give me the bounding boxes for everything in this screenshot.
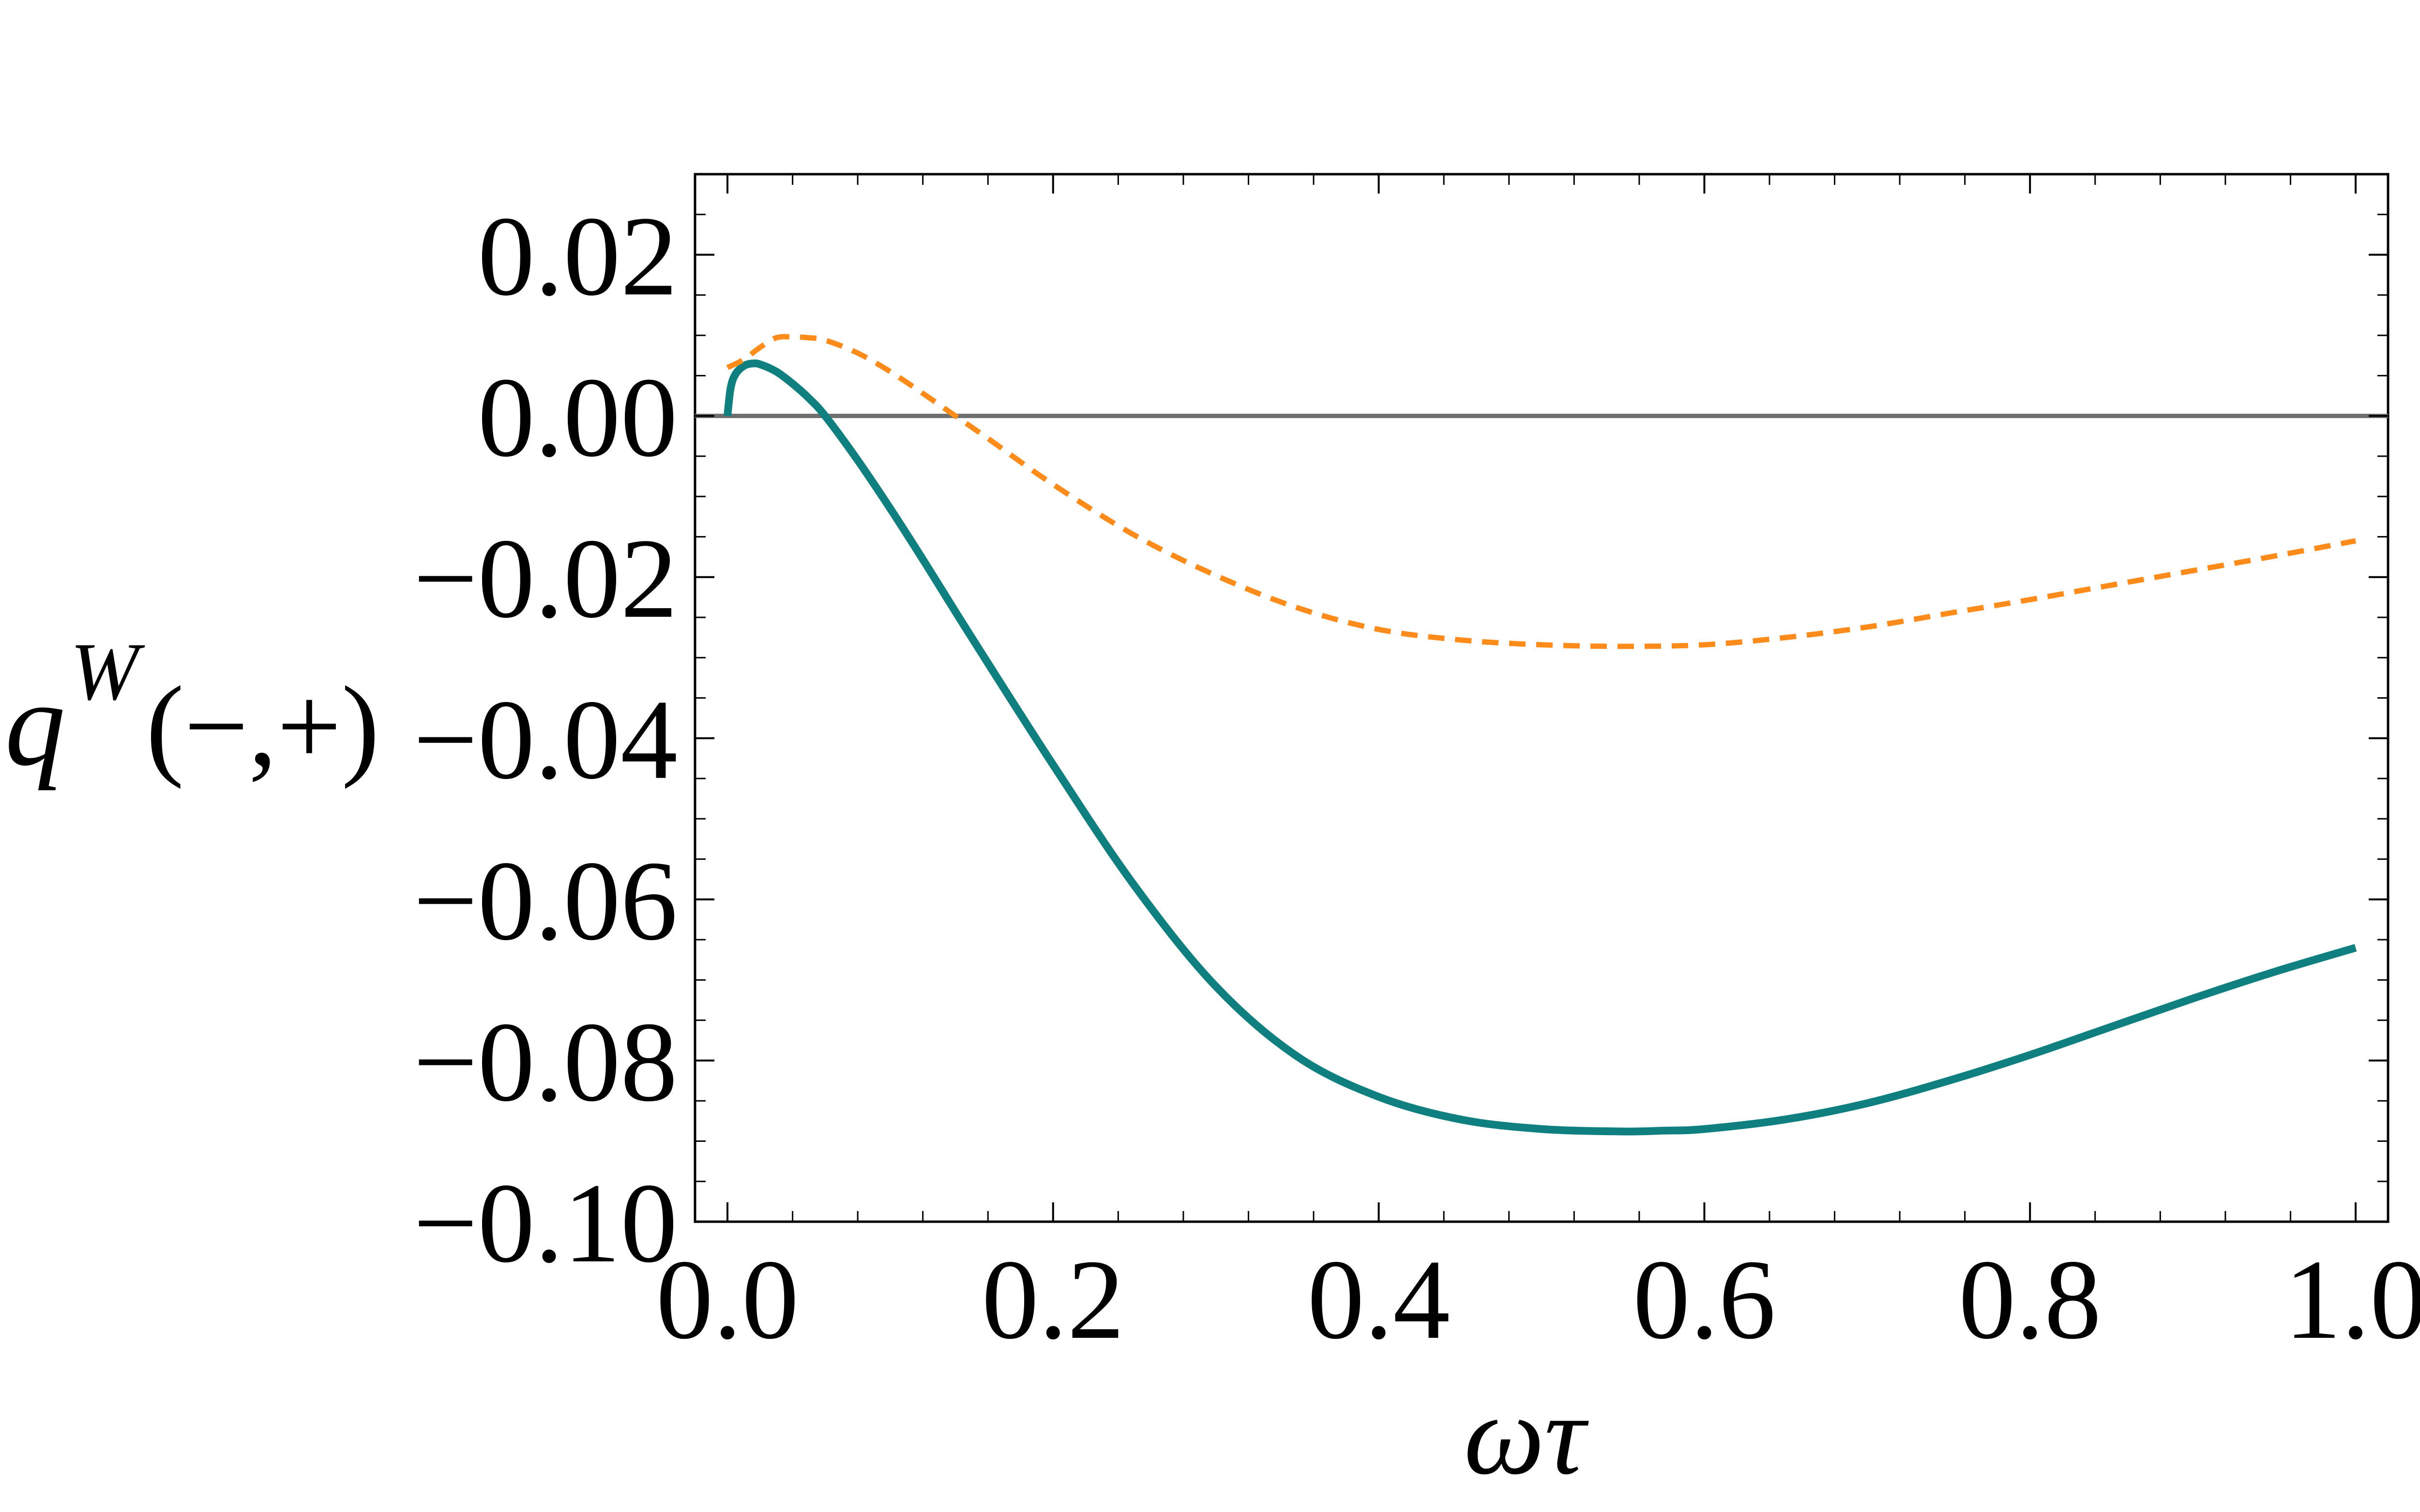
x-tick-label: 1.0: [2284, 1237, 2420, 1363]
y-tick-label: −0.02: [413, 516, 678, 642]
plot-layer: 0.0 0.2 0.4 0.6 0.8 1.0 0.02 0.00 −0.02 −0.04 −0.0…: [413, 173, 2420, 1363]
y-tick-label: 0.00: [478, 355, 678, 481]
y-axis-label: qW(−,+): [5, 626, 379, 791]
plot-frame: [694, 173, 2390, 1223]
series-line-dashed: [726, 334, 2357, 649]
y-tick-label: −0.06: [413, 838, 678, 964]
y-axis-label-symbol: q: [5, 657, 65, 791]
x-tick-label: 0.8: [1959, 1237, 2102, 1363]
y-tick-label: 0.02: [478, 194, 678, 320]
y-tick-label: −0.08: [413, 999, 678, 1125]
series-line-solid: [724, 359, 2357, 1136]
x-tick-label: 0.6: [1633, 1237, 1776, 1363]
y-axis-label-superscript: W: [70, 626, 145, 717]
y-tick-label: −0.04: [413, 677, 678, 803]
y-axis-label-arguments: (−,+): [146, 663, 379, 790]
x-tick-label: 0.4: [1307, 1237, 1450, 1363]
svg-text:qW(−,+): qW(−,+): [5, 626, 379, 791]
y-tick-label: −0.10: [413, 1160, 678, 1287]
x-tick-label: 0.0: [656, 1237, 799, 1363]
x-axis-label: ωτ: [1464, 1372, 1589, 1498]
x-tick-label: 0.2: [982, 1237, 1124, 1363]
